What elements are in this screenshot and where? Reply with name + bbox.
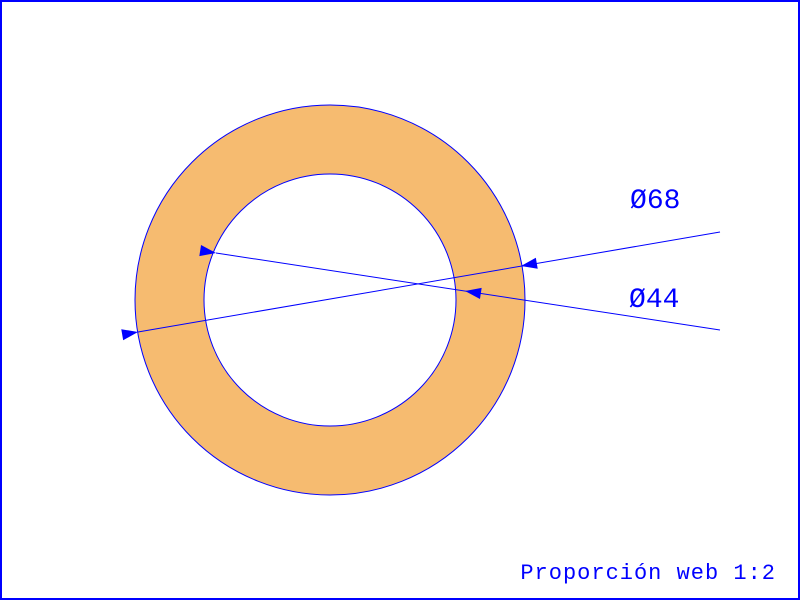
inner-diameter-label: Ø44 bbox=[629, 285, 679, 316]
dimension-arrow-outer-b bbox=[521, 258, 538, 269]
ring-inner-circle bbox=[204, 174, 456, 426]
outer-diameter-label: Ø68 bbox=[630, 186, 680, 217]
outer-diameter-value: 68 bbox=[647, 186, 681, 217]
diagram-canvas: Ø68 Ø44 Proporción web 1:2 bbox=[0, 0, 800, 600]
diagram-svg bbox=[0, 0, 800, 600]
diameter-symbol: Ø bbox=[630, 186, 647, 217]
diameter-symbol: Ø bbox=[629, 285, 646, 316]
dimension-arrow-outer-a bbox=[121, 329, 138, 340]
inner-diameter-value: 44 bbox=[646, 285, 680, 316]
footer-scale-text: Proporción web 1:2 bbox=[520, 561, 776, 586]
